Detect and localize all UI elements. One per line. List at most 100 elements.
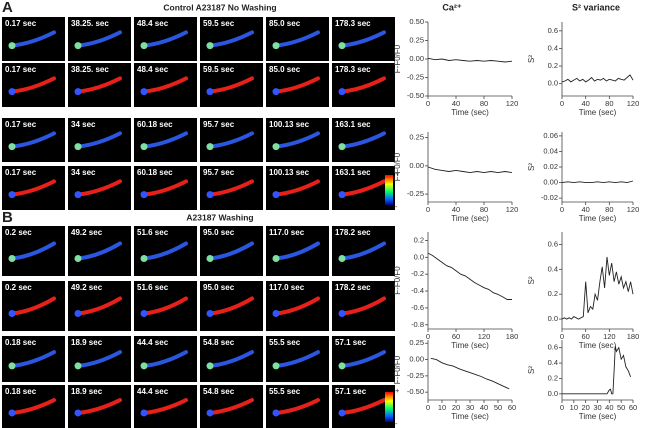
y-tick-label: 0.0 [414, 252, 424, 261]
time-label: 85.0 sec [269, 65, 301, 74]
cell-head [272, 310, 280, 317]
time-label: 95.0 sec [203, 283, 235, 292]
time-label: 117.0 sec [269, 283, 305, 292]
x-tick-label: 0 [560, 99, 564, 108]
x-tick-label: 120 [603, 332, 616, 341]
cell-head [338, 88, 346, 96]
y-tick-label: 0.2 [548, 373, 558, 382]
cell-head [8, 255, 16, 262]
y-tick-label: 0.25 [409, 35, 424, 44]
x-axis-label: Time (sec) [579, 108, 617, 117]
time-label: 117.0 sec [269, 228, 305, 237]
x-tick-label: 40 [480, 403, 488, 412]
x-tick-label: 180 [627, 332, 640, 341]
cell-head [206, 143, 214, 151]
y-axis-label: F-F0/F0 [393, 44, 402, 73]
cell-head [338, 255, 346, 262]
cell-head [140, 42, 148, 50]
x-tick-label: 60 [629, 403, 637, 412]
time-label: 38.25. sec [71, 65, 109, 74]
x-tick-label: 0 [426, 403, 430, 412]
x-tick-label: 40 [452, 99, 460, 108]
x-tick-label: 60 [581, 332, 589, 341]
x-axis-label: Time (sec) [579, 341, 617, 350]
panel-letter: B [2, 209, 13, 226]
y-tick-label: 0.6 [548, 239, 558, 248]
time-label: 51.6 sec [137, 228, 169, 237]
cell-head [272, 409, 280, 417]
cell-image [200, 226, 263, 276]
y-tick-label: 0.4 [548, 358, 558, 367]
time-label: 54.8 sec [203, 338, 235, 347]
cell-head [206, 409, 214, 417]
cell-head [272, 255, 280, 262]
cell-head [140, 143, 148, 151]
y-tick-label: 0.00 [543, 178, 558, 187]
y-tick-label: -0.25 [407, 371, 424, 380]
y-tick-label: -0.25 [407, 189, 424, 198]
column-header: Ca²⁺ [442, 2, 462, 12]
cell-image [266, 336, 329, 382]
data-line [430, 357, 510, 390]
cell-head [206, 362, 214, 370]
y-tick-label: 0.6 [548, 26, 558, 35]
cell-head [140, 255, 148, 262]
cell-head [74, 255, 82, 262]
x-axis-label: Time (sec) [451, 214, 489, 223]
x-tick-label: 60 [508, 403, 516, 412]
time-label: 59.5 sec [203, 19, 235, 28]
x-axis-label: Time (sec) [579, 214, 617, 223]
x-tick-label: 40 [605, 403, 613, 412]
x-tick-label: 20 [452, 403, 460, 412]
time-label: 59.5 sec [203, 65, 235, 74]
colorbar-label: + [395, 386, 400, 395]
time-label: 49.2 sec [71, 283, 103, 292]
time-label: 178.3 sec [335, 19, 371, 28]
cell-image [200, 336, 263, 382]
time-label: 0.18 sec [5, 387, 37, 396]
y-tick-label: 0.6 [548, 343, 558, 352]
time-label: 95.7 sec [203, 168, 235, 177]
y-tick-label: -0.4 [411, 286, 424, 295]
x-axis-label: Time (sec) [451, 412, 489, 421]
x-tick-label: 120 [506, 205, 519, 214]
x-tick-label: 180 [506, 332, 519, 341]
time-label: 18.9 sec [71, 338, 103, 347]
y-tick-label: 0.0 [548, 314, 558, 323]
x-tick-label: 0 [426, 99, 430, 108]
x-tick-label: 30 [593, 403, 601, 412]
x-tick-label: 80 [480, 99, 488, 108]
cell-head [206, 42, 214, 50]
y-tick-label: 0.06 [543, 131, 558, 140]
x-tick-label: 120 [627, 205, 640, 214]
cell-head [206, 88, 214, 96]
cell-head [140, 88, 148, 96]
y-axis-label: S² [527, 366, 536, 374]
y-axis-label: F-F0/F0 [393, 266, 402, 295]
time-label: 0.17 sec [5, 120, 37, 129]
y-axis-label: F-F0/F0 [393, 152, 402, 181]
data-line [562, 346, 632, 395]
data-line [561, 180, 634, 184]
x-tick-label: 80 [480, 205, 488, 214]
time-label: 100.13 sec [269, 168, 310, 177]
cell-head [8, 42, 16, 50]
x-tick-label: 30 [466, 403, 474, 412]
cell-image [2, 281, 65, 331]
cell-head [8, 310, 16, 317]
cell-image [332, 336, 395, 382]
time-label: 49.2 sec [71, 228, 103, 237]
cell-head [74, 362, 82, 370]
cell-head [206, 310, 214, 317]
cell-head [8, 409, 16, 417]
y-tick-label: 0.2 [548, 289, 558, 298]
time-label: 178.2 sec [335, 228, 371, 237]
y-axis-label: F-F0/F0 [393, 355, 402, 384]
cell-head [8, 362, 16, 370]
x-tick-label: 0 [560, 403, 564, 412]
y-tick-label: 0.00 [409, 161, 424, 170]
panel-title: A23187 Washing [186, 212, 253, 222]
time-label: 85.0 sec [269, 19, 301, 28]
y-tick-label: 0.25 [409, 133, 424, 142]
